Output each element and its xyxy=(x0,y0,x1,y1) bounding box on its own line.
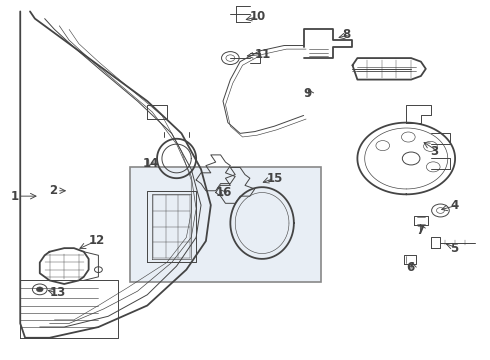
Text: 13: 13 xyxy=(49,287,66,300)
Text: 5: 5 xyxy=(450,242,459,255)
Text: 15: 15 xyxy=(267,172,283,185)
Circle shape xyxy=(36,287,43,292)
Text: 8: 8 xyxy=(343,28,351,41)
FancyBboxPatch shape xyxy=(130,167,321,282)
Text: 6: 6 xyxy=(406,261,415,274)
Text: 10: 10 xyxy=(250,10,266,23)
Text: 4: 4 xyxy=(450,199,459,212)
Text: 7: 7 xyxy=(416,224,424,237)
Text: 12: 12 xyxy=(89,234,105,247)
Text: 2: 2 xyxy=(49,184,58,197)
Text: 14: 14 xyxy=(143,157,159,170)
Text: 1: 1 xyxy=(10,190,19,203)
Text: 9: 9 xyxy=(304,87,312,100)
Text: 3: 3 xyxy=(431,145,439,158)
Text: 11: 11 xyxy=(255,48,271,61)
Text: 16: 16 xyxy=(216,186,232,199)
